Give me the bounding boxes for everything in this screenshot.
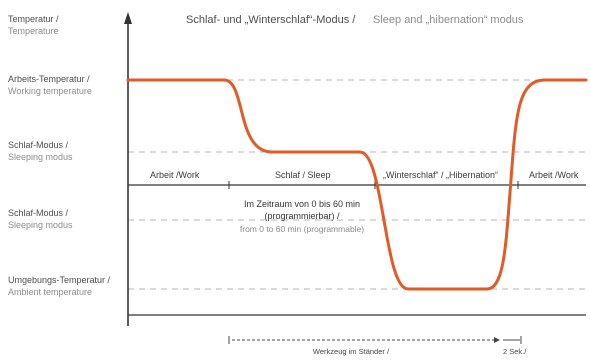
- y-axis-arrow-icon: [124, 12, 132, 24]
- phase-label-sleep: Schlaf / Sleep: [275, 170, 331, 180]
- temperature-curve: [126, 78, 588, 291]
- phase-label-work-1: Arbeit /Work: [150, 170, 200, 180]
- tool-span-arrowhead-icon: [494, 337, 500, 343]
- level-sleeping-de: Schlaf-Modus /: [8, 140, 69, 150]
- phase-label-hibernation: „Winterschlaf“ / „Hibernation“: [383, 170, 498, 180]
- tool-in-stand-label: Werkzeug im Ständer /: [313, 347, 390, 356]
- level-working-en: Working temperature: [8, 86, 92, 96]
- annotation-line-1: Im Zeitraum von 0 bis 60 min: [244, 199, 360, 209]
- seconds-label: 2 Sek./: [503, 347, 527, 356]
- y-axis-label-en: Temperature: [8, 26, 59, 36]
- title-de: Schlaf- und „Winterschlaf“-Modus /: [186, 14, 356, 26]
- level-sleeping2-de: Schlaf-Modus /: [8, 208, 69, 218]
- y-axis-label-de: Temperatur /: [8, 14, 59, 24]
- level-working-de: Arbeits-Temperatur /: [8, 74, 90, 84]
- tool-span-arrow: [228, 336, 498, 344]
- phase-label-work-2: Arbeit /Work: [529, 170, 579, 180]
- annotation-line-3: from 0 to 60 min (programmable): [240, 224, 364, 234]
- level-sleeping-en: Sleeping modus: [8, 152, 73, 162]
- level-ambient-de: Umgebungs-Temperatur /: [8, 275, 111, 285]
- level-sleeping2-en: Sleeping modus: [8, 220, 73, 230]
- title-en: Sleep and „hibernation“ modus: [373, 14, 524, 26]
- level-ambient-en: Ambient temperature: [8, 287, 92, 297]
- annotation-line-2: (programmierbar) /: [264, 211, 340, 221]
